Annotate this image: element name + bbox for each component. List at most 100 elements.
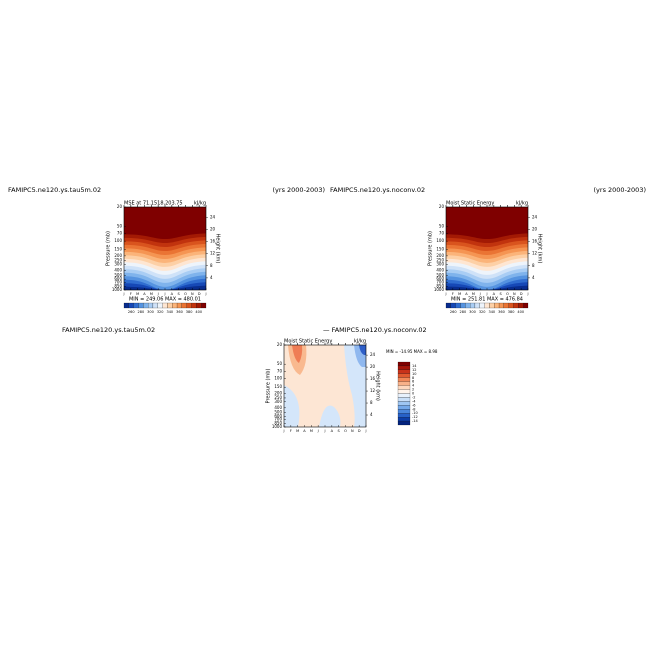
colorbar-cell [479,302,485,309]
x-tick-label: M [310,429,313,433]
y2-axis-label: Height (km) [537,234,543,264]
y-tick-label: 850 [114,284,122,289]
colorbar-cell [138,302,144,309]
x-tick-label: A [331,429,334,433]
contour-band [319,405,341,427]
contour-band [284,385,300,427]
x-tick-label: A [143,292,146,296]
colorbar-cell [474,302,480,309]
colorbar-cell [397,420,411,426]
y-tick-label: 700 [436,279,444,284]
colorbar-cell [523,302,529,309]
colorbar-label: 260 [128,310,135,314]
stats-label: MIN = -14.95 MAX = 8.98 [386,349,438,354]
x-tick-label: J [282,429,284,433]
colorbar-cell [397,361,411,367]
x-tick-label: J [157,292,159,296]
y-tick-label: 150 [274,384,282,389]
x-tick-label: J [526,292,528,296]
colorbar-cell [494,302,500,309]
colorbar-cell [397,397,411,402]
y-tick-label: 50 [277,361,283,366]
colorbar-cell [397,381,411,386]
colorbar-cell [484,302,490,309]
y2-tick-label: 4 [370,412,373,417]
y2-tick-label: 16 [532,239,538,244]
y2-axis-label: Height (km) [215,234,221,264]
x-tick-label: J [485,292,487,296]
colorbar-cell [397,413,411,418]
colorbar-cell [397,373,411,378]
colorbar-label: 400 [517,310,524,314]
colorbar-cell [518,302,524,309]
colorbar-cell [148,302,154,309]
x-tick-label: F [290,429,292,433]
case-label: FAMIPC5.ne120.ys.tau5m.02 [62,326,155,334]
colorbar-cell [397,369,411,374]
colorbar-cell [503,302,509,309]
x-tick-label: J [317,429,319,433]
y-axis-label: Pressure (mb) [428,231,434,266]
y2-tick-label: 12 [532,251,538,256]
y-tick-label: 70 [277,368,283,373]
y-tick-label: 1000 [272,424,283,429]
colorbar-cell [133,302,139,309]
x-tick-label: A [493,292,496,296]
colorbar-label: 6 [412,380,414,384]
y-tick-label: 600 [436,276,444,281]
colorbar-cell [167,302,173,309]
y-tick-label: 70 [117,231,123,236]
y-tick-label: 50 [117,223,123,228]
x-tick-label: J [122,292,124,296]
colorbar-cell [201,302,207,309]
y-tick-label: 850 [436,284,444,289]
y-tick-label: 700 [274,417,282,422]
y-tick-label: 850 [274,421,282,426]
colorbar-cell [128,302,134,309]
x-tick-label: J [323,429,325,433]
x-tick-label: A [171,292,174,296]
y2-tick-label: 12 [210,251,216,256]
y2-tick-label: 16 [370,376,376,381]
y2-tick-label: 4 [532,275,535,280]
colorbar-label: 380 [186,310,193,314]
x-tick-label: J [163,292,165,296]
y-tick-label: 300 [114,261,122,266]
y-tick-label: 20 [117,204,123,209]
y-tick-label: 50 [439,223,445,228]
y2-tick-label: 4 [210,275,213,280]
colorbar-cell [181,302,187,309]
colorbar-cell [508,302,514,309]
colorbar-cell [176,302,182,309]
y-tick-label: 700 [114,279,122,284]
plot-units: kJ/kg [516,201,528,207]
y-tick-label: 250 [114,258,122,263]
y2-tick-label: 16 [210,239,216,244]
y-tick-label: 400 [436,268,444,273]
y2-tick-label: 24 [532,214,538,219]
y-tick-label: 200 [114,253,122,258]
x-tick-label: M [296,429,299,433]
plot-title: Moist Static Energy [284,339,332,345]
x-tick-label: D [520,292,523,296]
y-tick-label: 600 [274,413,282,418]
stats-label: MIN = 251.81 MAX = 476.84 [451,297,523,303]
colorbar-cell [470,302,476,309]
y-tick-label: 500 [114,272,122,277]
colorbar-label: 380 [508,310,515,314]
y-axis-label: Pressure (mb) [106,231,112,266]
colorbar-cell [397,393,411,398]
y2-tick-label: 20 [370,364,376,369]
colorbar-cell [143,302,149,309]
colorbar-cell [465,302,471,309]
colorbar-label: 340 [166,310,173,314]
x-tick-label: M [472,292,475,296]
colorbar-cell [397,389,411,394]
x-tick-label: F [130,292,132,296]
colorbar-label: -10 [412,411,418,415]
contour-band [292,345,303,363]
y-tick-label: 150 [436,247,444,252]
colorbar-cell [186,302,192,309]
colorbar-label: 14 [412,364,417,368]
